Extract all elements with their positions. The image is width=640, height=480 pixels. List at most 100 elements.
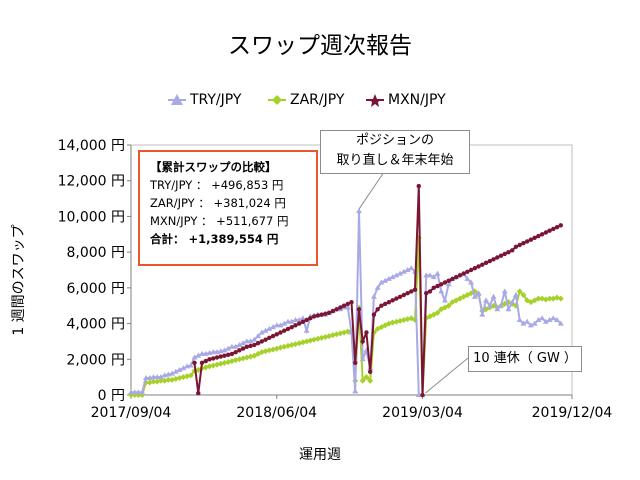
data-point xyxy=(528,237,534,242)
data-point xyxy=(409,289,414,294)
legend-item-mxn: MXN/JPY xyxy=(366,90,446,110)
x-tick-label: 2019/03/04 xyxy=(382,405,463,421)
data-point xyxy=(524,239,530,244)
data-point xyxy=(520,292,527,298)
data-point xyxy=(557,295,564,302)
stats-row-zar: ZAR/JPY ： +381,024 円 xyxy=(150,196,286,210)
data-point xyxy=(445,302,452,309)
data-point xyxy=(169,370,176,376)
data-point xyxy=(187,372,194,379)
data-point xyxy=(344,304,351,310)
data-point xyxy=(546,317,553,322)
data-point xyxy=(483,260,489,266)
data-point xyxy=(426,272,433,278)
data-point xyxy=(308,316,313,321)
data-point xyxy=(554,224,560,230)
data-point xyxy=(430,274,437,280)
data-point xyxy=(180,365,187,371)
data-point xyxy=(412,287,418,292)
data-point xyxy=(232,343,239,349)
data-point xyxy=(349,299,354,305)
data-point xyxy=(400,268,407,274)
data-point xyxy=(424,291,429,296)
data-point xyxy=(385,275,392,281)
legend-item-try: TRY/JPY xyxy=(168,90,241,110)
data-point xyxy=(468,279,475,285)
data-point xyxy=(445,281,452,287)
data-point xyxy=(338,305,343,310)
data-point xyxy=(404,267,411,272)
data-point xyxy=(475,290,482,296)
data-point xyxy=(431,285,436,291)
data-point xyxy=(374,284,381,290)
data-point xyxy=(237,348,242,353)
data-point xyxy=(382,301,388,307)
data-point xyxy=(505,306,512,312)
data-point xyxy=(176,367,183,372)
data-point xyxy=(356,307,362,312)
data-point xyxy=(441,297,448,303)
data-point xyxy=(252,342,257,348)
data-point xyxy=(281,320,288,326)
data-point xyxy=(240,346,246,351)
data-point xyxy=(408,265,415,271)
data-point xyxy=(240,340,247,346)
repositioning-line-1: ポジションの xyxy=(355,133,434,148)
data-point xyxy=(550,315,557,321)
data-point xyxy=(315,313,321,318)
data-point xyxy=(247,338,254,344)
data-point xyxy=(551,226,556,232)
data-point xyxy=(157,374,164,380)
data-point xyxy=(536,233,541,239)
stats-row-mxn: MXN/JPY ： +511,677 円 xyxy=(150,214,289,228)
chart-title: スワップ週次報告 xyxy=(228,33,412,59)
data-point xyxy=(360,339,365,344)
data-point xyxy=(311,314,317,319)
data-point xyxy=(382,277,389,283)
data-point xyxy=(277,322,284,328)
y-tick-label: 6,000 円 xyxy=(66,281,125,297)
data-point xyxy=(282,328,287,333)
data-point xyxy=(150,378,157,385)
data-point xyxy=(262,327,269,333)
data-point xyxy=(345,301,350,307)
data-point xyxy=(364,330,369,335)
data-point xyxy=(270,324,277,330)
data-point xyxy=(461,271,466,276)
y-tick-label: 12,000 円 xyxy=(58,174,125,190)
data-point xyxy=(480,262,485,267)
holiday-leader-line xyxy=(425,357,469,394)
data-point xyxy=(334,307,339,312)
data-point xyxy=(495,255,500,260)
data-point xyxy=(300,319,306,324)
data-point xyxy=(513,244,519,249)
data-point xyxy=(479,311,486,317)
data-point xyxy=(434,309,441,316)
data-point xyxy=(222,353,227,358)
data-point xyxy=(214,355,220,360)
data-point xyxy=(270,333,276,339)
data-point xyxy=(558,223,563,228)
legend-item-zar: ZAR/JPY xyxy=(268,90,344,110)
data-point xyxy=(371,312,377,317)
data-point xyxy=(465,269,470,274)
data-point xyxy=(416,183,421,189)
data-point xyxy=(535,317,542,322)
data-point xyxy=(506,249,511,255)
data-point xyxy=(165,376,172,383)
data-point xyxy=(225,352,231,358)
data-point xyxy=(389,274,396,280)
data-point xyxy=(446,278,451,283)
repositioning-line-2: 取り直し＆年末年始 xyxy=(336,153,454,168)
y-tick-label: 8,000 円 xyxy=(66,245,125,261)
data-point xyxy=(390,298,395,303)
data-point xyxy=(394,296,399,301)
data-point xyxy=(326,310,332,316)
data-point xyxy=(521,241,526,246)
data-point xyxy=(393,272,400,278)
data-point xyxy=(542,318,549,324)
data-point xyxy=(289,324,294,330)
data-point xyxy=(509,299,516,305)
data-point xyxy=(471,293,478,299)
data-point xyxy=(486,302,493,308)
